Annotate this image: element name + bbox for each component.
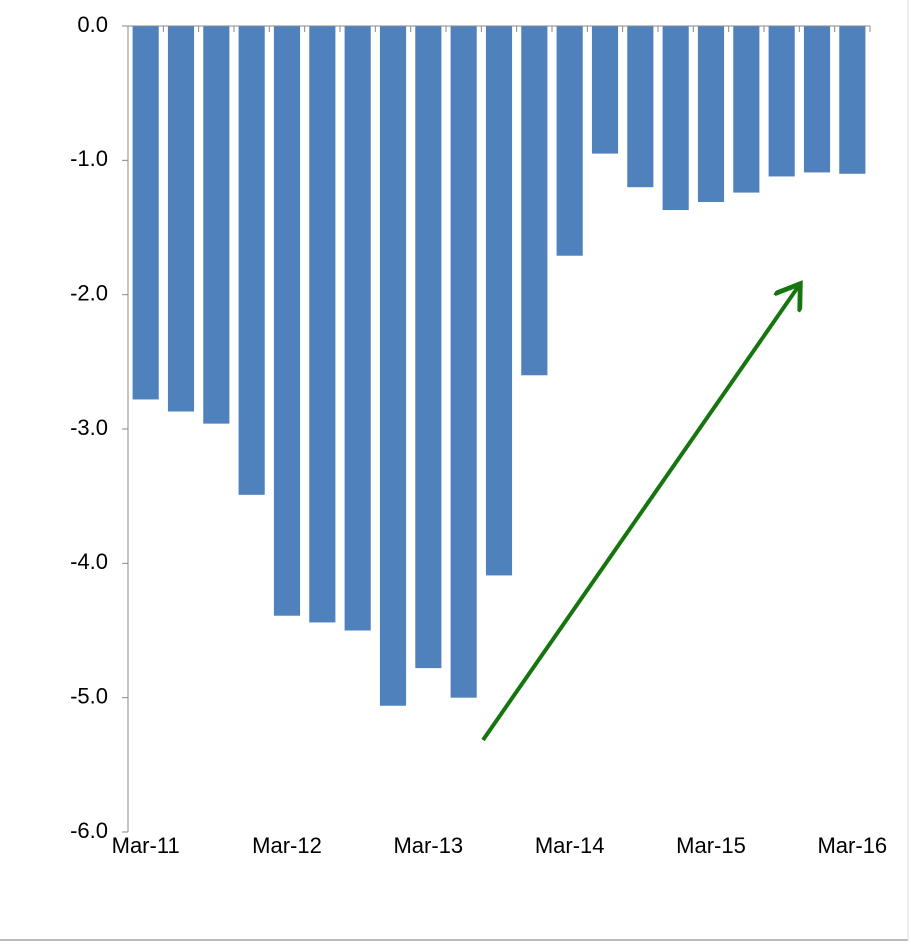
bar [733,26,760,193]
trend-arrow [481,287,798,742]
bar [556,26,583,256]
bar [273,26,301,616]
bar [591,26,619,154]
bar [344,26,371,631]
bar [839,26,866,174]
bar [379,26,407,706]
bar [768,26,795,177]
y-tick-label: -2.0 [70,280,108,305]
bar [415,26,442,669]
bar [450,26,477,698]
y-tick-label: -6.0 [70,818,108,843]
bar [203,26,230,424]
y-tick-label: -5.0 [70,683,108,708]
bar [238,26,265,495]
bar [485,26,513,576]
x-tick-label: Mar-13 [393,833,463,858]
bar [803,26,831,173]
bar [697,26,725,202]
bar [521,26,548,376]
bar [167,26,195,412]
y-tick-label: -3.0 [70,415,108,440]
x-tick-label: Mar-15 [676,833,746,858]
plot: -6.0 -5.0 -4.0 -3.0 -2.0 -1.0 0.0 Mar-11 Mar-12 M… [70,12,887,858]
bar [662,26,689,211]
x-tick-label: Mar-11 [112,833,180,858]
x-tick-label: Mar-12 [252,833,322,858]
x-tick-label: Mar-14 [535,833,605,858]
bar [132,26,159,400]
y-tick-label: -1.0 [70,146,108,171]
x-tick-label: Mar-16 [817,833,887,858]
bar [627,26,654,188]
y-tick-label: 0.0 [77,12,108,37]
y-tick-label: -4.0 [70,549,108,574]
bar [309,26,336,623]
